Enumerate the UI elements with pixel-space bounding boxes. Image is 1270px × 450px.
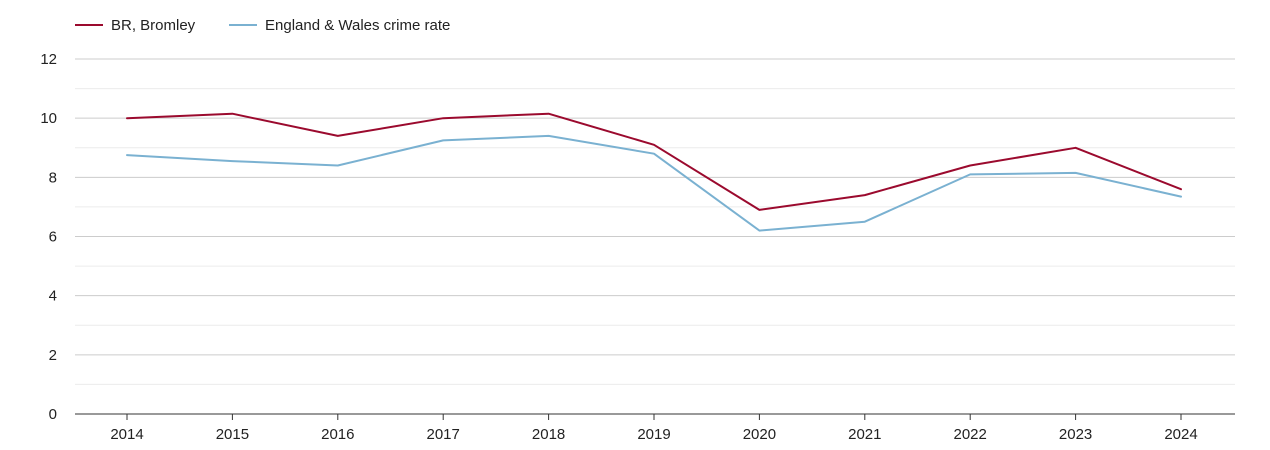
x-axis-ticks: 2014 2015 2016 2017 2018 2019 2020 2021 2022 2023… [110,414,1198,443]
x-tick-label: 2018 [532,426,565,443]
legend-label: England & Wales crime rate [265,17,450,34]
y-tick-label: 2 [49,347,57,364]
x-tick-label: 2019 [637,426,670,443]
y-tick-label: 12 [40,51,57,68]
legend-label: BR, Bromley [111,17,196,34]
x-tick-label: 2024 [1164,426,1197,443]
series-line-1 [126,134,1182,232]
series-line-0 [126,112,1182,211]
y-tick-label: 8 [49,169,57,186]
x-tick-label: 2016 [321,426,354,443]
legend: BR, Bromley England & Wales crime rate [75,17,450,34]
y-tick-label: 10 [40,110,57,127]
y-tick-label: 6 [49,229,57,246]
y-tick-label: 4 [49,288,57,305]
y-axis-ticks: 0 2 4 6 8 10 12 [40,51,57,423]
x-tick-label: 2022 [954,426,987,443]
x-tick-label: 2020 [743,426,776,443]
y-tick-label: 0 [49,406,57,423]
x-tick-label: 2014 [110,426,143,443]
x-tick-label: 2017 [427,426,460,443]
x-tick-label: 2023 [1059,426,1092,443]
series-lines [126,112,1182,232]
x-tick-label: 2015 [216,426,249,443]
gridlines [75,58,1235,415]
x-tick-label: 2021 [848,426,881,443]
